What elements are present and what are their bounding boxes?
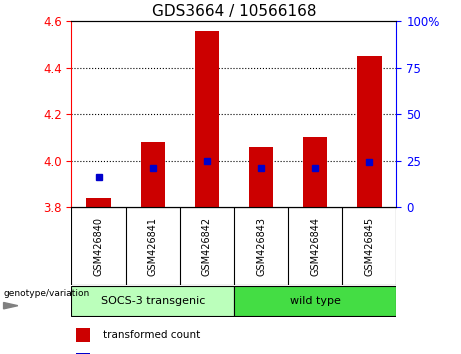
- Bar: [249, 147, 273, 207]
- Text: GSM426843: GSM426843: [256, 217, 266, 275]
- Bar: [86, 198, 111, 207]
- Text: GSM426841: GSM426841: [148, 217, 158, 275]
- Bar: [357, 56, 382, 207]
- Text: transformed count: transformed count: [103, 330, 201, 340]
- Bar: [76, 353, 90, 354]
- Bar: [195, 30, 219, 207]
- Bar: [76, 328, 90, 342]
- Text: genotype/variation: genotype/variation: [4, 289, 90, 298]
- Title: GDS3664 / 10566168: GDS3664 / 10566168: [152, 4, 316, 19]
- Bar: [141, 142, 165, 207]
- FancyBboxPatch shape: [71, 286, 234, 316]
- Bar: [303, 137, 327, 207]
- Text: SOCS-3 transgenic: SOCS-3 transgenic: [100, 296, 205, 306]
- Text: wild type: wild type: [290, 296, 341, 306]
- Text: GSM426845: GSM426845: [364, 216, 374, 276]
- Text: GSM426842: GSM426842: [202, 216, 212, 276]
- Polygon shape: [4, 302, 18, 309]
- Text: GSM426844: GSM426844: [310, 217, 320, 275]
- FancyBboxPatch shape: [234, 286, 396, 316]
- Text: GSM426840: GSM426840: [94, 217, 104, 275]
